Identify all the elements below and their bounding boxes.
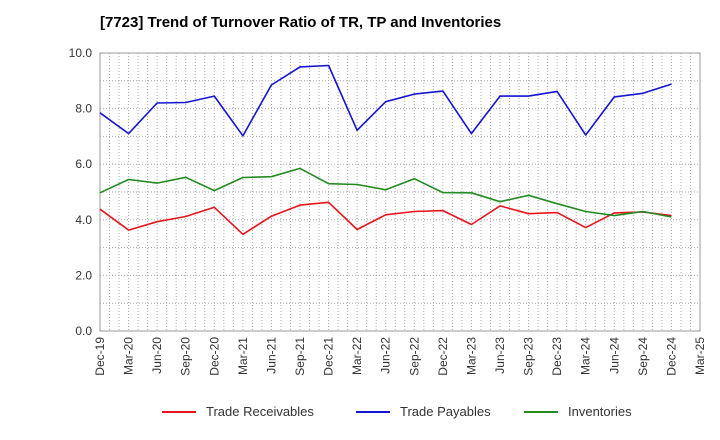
x-tick-label: Mar-21 bbox=[236, 337, 250, 375]
x-tick-label: Mar-22 bbox=[350, 337, 364, 375]
x-tick-label: Sep-22 bbox=[407, 337, 421, 376]
legend-swatch bbox=[524, 410, 558, 413]
x-tick-label: Jun-21 bbox=[264, 337, 278, 374]
series-line-trade-payables bbox=[99, 64, 672, 137]
chart-title: [7723] Trend of Turnover Ratio of TR, TP… bbox=[100, 14, 502, 31]
x-tick-label: Sep-20 bbox=[179, 337, 193, 376]
x-axis: Dec-19 Mar-20 Jun-20 Sep-20 Dec-20 Mar-21 Jun-… bbox=[93, 337, 707, 376]
y-axis: 0.0 2.0 4.0 6.0 8.0 10.0 bbox=[69, 46, 93, 338]
series-line-trade-receivables bbox=[99, 201, 672, 236]
legend-item: Trade Payables bbox=[356, 404, 491, 419]
x-tick-label: Sep-24 bbox=[636, 337, 650, 376]
y-tick-label: 8.0 bbox=[75, 102, 92, 116]
y-tick-label: 2.0 bbox=[75, 268, 92, 282]
horizontal-gridlines bbox=[100, 80, 700, 304]
y-tick-label: 6.0 bbox=[75, 157, 92, 171]
x-tick-label: Jun-24 bbox=[607, 337, 621, 374]
legend: Trade Receivables Trade Payables Inventori… bbox=[0, 404, 720, 428]
y-tick-label: 0.0 bbox=[75, 324, 92, 338]
x-tick-label: Jun-22 bbox=[379, 337, 393, 374]
x-tick-label: Sep-21 bbox=[293, 337, 307, 376]
y-tick-label: 10.0 bbox=[69, 46, 93, 60]
legend-label: Inventories bbox=[568, 404, 632, 419]
x-tick-label: Mar-23 bbox=[464, 337, 478, 375]
x-tick-label: Dec-24 bbox=[664, 337, 678, 376]
x-tick-label: Dec-21 bbox=[322, 337, 336, 376]
x-tick-label: Jun-20 bbox=[150, 337, 164, 374]
legend-label: Trade Receivables bbox=[206, 404, 314, 419]
x-tick-label: Jun-23 bbox=[493, 337, 507, 374]
legend-item: Trade Receivables bbox=[162, 404, 314, 419]
x-tick-label: Dec-22 bbox=[436, 337, 450, 376]
x-tick-label: Mar-25 bbox=[693, 337, 707, 375]
x-tick-label: Dec-19 bbox=[93, 337, 107, 376]
x-tick-label: Dec-20 bbox=[207, 337, 221, 376]
legend-label: Trade Payables bbox=[400, 404, 491, 419]
y-tick-label: 4.0 bbox=[75, 213, 92, 227]
x-tick-label: Dec-23 bbox=[550, 337, 564, 376]
x-tick-label: Sep-23 bbox=[522, 337, 536, 376]
legend-swatch bbox=[162, 410, 196, 413]
x-tick-label: Mar-20 bbox=[122, 337, 136, 375]
x-tick-label: Mar-24 bbox=[579, 337, 593, 375]
legend-item: Inventories bbox=[524, 404, 632, 419]
legend-swatch bbox=[356, 410, 390, 413]
series-line-inventories bbox=[99, 167, 672, 218]
